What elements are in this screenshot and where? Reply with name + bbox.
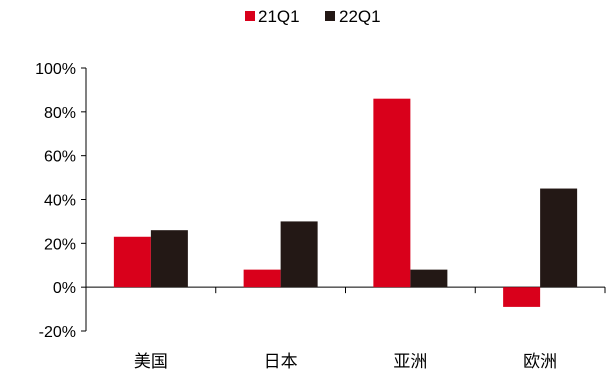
y-tick-label: 100% [35,61,76,78]
y-tick-label: 20% [44,236,76,253]
bar-21Q1-欧洲 [503,287,541,307]
legend-label: 22Q1 [339,7,381,26]
y-tick-label: -20% [39,324,76,341]
legend: 21Q1 22Q1 [245,7,381,26]
legend-label: 21Q1 [258,7,300,26]
bar-21Q1-亚洲 [373,98,411,288]
x-category-label: 日本 [264,352,298,372]
bar-21Q1-日本 [243,269,281,288]
y-tick-label: 80% [44,105,76,122]
bars [113,98,578,307]
bar-22Q1-日本 [280,221,318,288]
bar-21Q1-美国 [113,236,151,288]
y-tick-label: 60% [44,149,76,166]
x-category-label: 亚洲 [393,352,427,372]
y-tick-label: 0% [53,280,76,297]
legend-swatch [245,11,255,21]
legend-swatch [325,11,335,21]
bar-22Q1-亚洲 [410,269,448,288]
y-axis: 100% 80% 60% 40% 20% 0% -20% [35,61,87,341]
bar-22Q1-欧洲 [540,188,578,288]
bar-22Q1-美国 [150,230,188,288]
x-category-label: 欧洲 [523,352,557,372]
y-tick-label: 40% [44,193,76,210]
x-category-label: 美国 [134,352,168,372]
